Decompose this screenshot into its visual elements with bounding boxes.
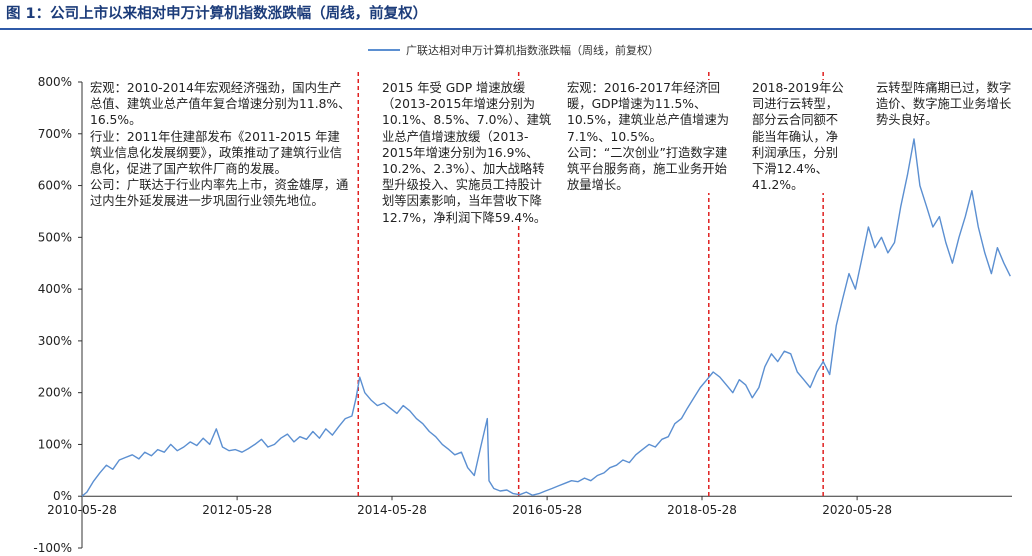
title-rule	[0, 28, 1032, 30]
x-tick-label: 2014-05-28	[357, 503, 427, 517]
annotation-2016-2017: 宏观：2016-2017年经济回暖，GDP增速为11.5%、10.5%，建筑业总…	[567, 80, 737, 194]
y-tick-label: -100%	[33, 541, 72, 555]
y-tick-label: 200%	[38, 386, 72, 400]
series-line	[81, 138, 1011, 497]
y-tick-label: 700%	[38, 127, 72, 141]
legend-swatch	[368, 49, 400, 51]
y-tick-label: 600%	[38, 179, 72, 193]
y-tick-label: 400%	[38, 282, 72, 296]
x-tick-label: 2016-05-28	[512, 503, 582, 517]
annotation-2018-2019: 2018-2019年公司进行云转型，部分云合同额不能当年确认，净利润承压，分别下…	[752, 80, 850, 194]
x-tick-label: 2010-05-28	[47, 503, 117, 517]
x-tick-label: 2012-05-28	[202, 503, 272, 517]
annotation-2020: 云转型阵痛期已过，数字造价、数字施工业务增长势头良好。	[876, 80, 1016, 129]
annotation-2015: 2015 年受 GDP 增速放缓（2013-2015年增速分别为10.1%、8.…	[382, 80, 554, 226]
x-tick-label: 2018-05-28	[667, 503, 737, 517]
series-layer	[81, 138, 1011, 497]
y-tick-label: 0%	[53, 489, 72, 503]
y-tick-label: 500%	[38, 230, 72, 244]
x-tick-label: 2020-05-28	[822, 503, 892, 517]
legend: 广联达相对申万计算机指数涨跌幅（周线，前复权）	[368, 42, 659, 58]
legend-label: 广联达相对申万计算机指数涨跌幅（周线，前复权）	[406, 44, 659, 57]
y-tick-label: 800%	[38, 75, 72, 89]
figure-title: 图 1：公司上市以来相对申万计算机指数涨跌幅（周线，前复权）	[0, 0, 1032, 28]
annotation-2010-2014: 宏观：2010-2014年宏观经济强劲，国内生产总值、建筑业总产值年复合增速分别…	[90, 80, 352, 210]
axes-layer: -100% 0% 100% 200% 300% 400% 500% 600% 700% 800% 2…	[33, 75, 1012, 555]
y-tick-label: 100%	[38, 437, 72, 451]
y-tick-label: 300%	[38, 334, 72, 348]
